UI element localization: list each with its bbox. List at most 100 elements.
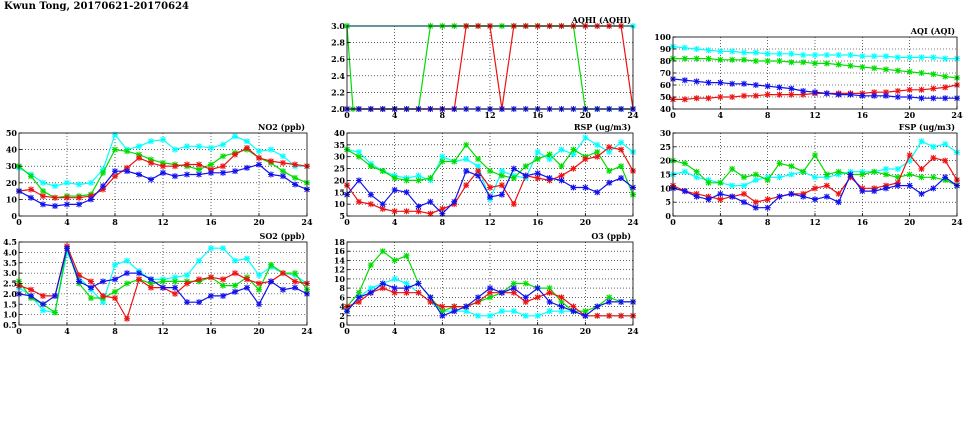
aqi-aqi-ytick-label: 50 (660, 92, 672, 102)
aqi-aqi-point-red (717, 94, 724, 100)
no2-ppb-point-cyan (280, 153, 286, 160)
fsp-ug-m3-point-blue (729, 193, 736, 200)
fsp-ug-m3-xtick-label: 8 (765, 217, 771, 227)
o3-ppb-point-red (475, 298, 482, 305)
no2-ppb-point-red (160, 163, 166, 170)
fsp-ug-m3-point-green (812, 152, 818, 159)
aqhi-aqhi-xtick-label: 16 (532, 110, 544, 120)
so2-ppb-point-blue (220, 292, 226, 299)
o3-ppb-xtick-label: 24 (627, 326, 639, 336)
no2-ppb-point-cyan (148, 138, 154, 145)
aqi-aqi-xtick-label: 4 (718, 110, 724, 120)
rsp-ug-m3-point-green (558, 163, 565, 170)
fsp-ug-m3-point-blue (788, 190, 795, 197)
o3-ppb-point-red (427, 298, 434, 305)
fsp-ug-m3-point-cyan (894, 165, 901, 172)
aqi-aqi-point-red (729, 94, 736, 100)
no2-ppb-xtick-label: 12 (157, 217, 168, 227)
rsp-ug-m3-xtick-label: 20 (580, 217, 592, 227)
so2-ppb-ytick-label: 2.5 (3, 279, 17, 289)
fsp-ug-m3-point-green (693, 168, 700, 175)
aqi-aqi-xtick-label: 24 (951, 110, 963, 120)
o3-ppb-point-blue (498, 289, 505, 296)
no2-ppb-point-blue (136, 171, 142, 178)
so2-ppb-point-red (220, 276, 226, 283)
fsp-ug-m3-point-green (918, 174, 925, 181)
o3-ppb-point-blue (522, 294, 529, 301)
rsp-ug-m3-point-green (487, 167, 493, 174)
o3-ppb-point-red (355, 298, 362, 305)
no2-ppb-point-green (40, 188, 46, 195)
fsp-ug-m3-point-cyan (729, 182, 736, 189)
no2-ppb-point-blue (244, 164, 250, 171)
so2-ppb-point-cyan (172, 274, 178, 281)
aqhi-aqhi-xtick-label: 24 (627, 110, 639, 120)
so2-ppb-point-cyan (100, 299, 106, 306)
o3-ppb-point-blue (546, 298, 553, 305)
so2-ppb-point-blue (28, 292, 34, 299)
aqi-aqi-xtick-label: 12 (809, 110, 820, 120)
rsp-ug-m3-point-red (355, 198, 362, 205)
rsp-ug-m3-point-blue (546, 175, 553, 182)
rsp-ug-m3-point-blue (498, 191, 505, 198)
o3-ppb-point-green (582, 308, 589, 315)
aqi-aqi-point-cyan (776, 50, 783, 57)
fsp-ug-m3-point-blue (930, 185, 937, 192)
no2-ppb-point-red (64, 194, 70, 201)
no2-ppb-point-green (28, 173, 34, 180)
so2-ppb-point-red (208, 274, 214, 281)
rsp-ug-m3-point-red (582, 156, 589, 163)
aqi-aqi-point-red (883, 89, 889, 96)
fsp-ug-m3-point-blue (906, 182, 913, 189)
rsp-ug-m3-point-blue (463, 167, 470, 174)
so2-ppb-point-green (292, 270, 298, 277)
fsp-ug-m3-point-red (764, 196, 771, 203)
rsp-ug-m3-point-cyan (546, 156, 553, 163)
o3-ppb-point-cyan (546, 308, 553, 315)
no2-ppb-point-cyan (112, 131, 118, 138)
aqhi-aqhi-title: AQHI (AQHI) (571, 15, 632, 25)
aqi-aqi-point-green (894, 67, 901, 74)
no2-ppb-point-blue (40, 201, 46, 208)
aqi-aqi-point-red (693, 95, 700, 102)
rsp-ug-m3-ytick-label: 35 (334, 140, 345, 150)
rsp-ug-m3-point-cyan (415, 172, 422, 179)
fsp-ug-m3-point-cyan (693, 174, 700, 181)
rsp-ug-m3-point-red (379, 205, 386, 212)
aqi-aqi-point-blue (800, 88, 807, 94)
so2-ppb-point-red (88, 278, 94, 285)
fsp-ug-m3-point-red (717, 196, 724, 203)
no2-ppb-point-blue (256, 161, 262, 168)
so2-ppb-point-red (232, 270, 238, 277)
no2-ppb-point-green (220, 153, 226, 160)
o3-ppb-xtick-label: 20 (580, 326, 592, 336)
so2-ppb-point-cyan (196, 257, 202, 264)
so2-ppb-point-cyan (208, 245, 214, 252)
o3-ppb-point-blue (618, 298, 625, 305)
so2-ppb-point-blue (184, 299, 190, 306)
aqi-aqi-xtick-label: 16 (857, 110, 869, 120)
no2-ppb-point-green (196, 166, 202, 173)
aqi-aqi-point-blue (847, 91, 854, 98)
fsp-ug-m3-point-red (918, 165, 925, 172)
aqi-aqi-point-blue (883, 92, 889, 99)
aqi-aqi-point-cyan (894, 54, 901, 61)
o3-ppb-point-cyan (498, 308, 505, 315)
no2-ppb-point-blue (232, 168, 238, 175)
rsp-ug-m3-xtick-label: 16 (532, 217, 544, 227)
o3-ppb-point-red (558, 294, 565, 301)
aqi-aqi-point-green (930, 71, 937, 78)
rsp-ug-m3-title: RSP (ug/m3) (574, 122, 631, 132)
o3-ppb-point-red (522, 298, 529, 305)
no2-ppb-title: NO2 (ppb) (258, 122, 305, 132)
no2-ppb-point-red (100, 186, 106, 193)
aqi-aqi-point-green (883, 66, 889, 73)
aqhi-aqhi-xtick-label: 8 (440, 110, 446, 120)
aqi-aqi-point-green (705, 55, 712, 62)
no2-ppb-point-blue (124, 168, 130, 175)
so2-ppb-xtick-label: 12 (157, 326, 168, 336)
aqi-aqi-point-green (741, 56, 747, 63)
so2-ppb-ytick-label: 1.5 (3, 299, 17, 309)
rsp-ug-m3-point-blue (391, 186, 398, 193)
rsp-ug-m3-point-red (606, 144, 613, 151)
